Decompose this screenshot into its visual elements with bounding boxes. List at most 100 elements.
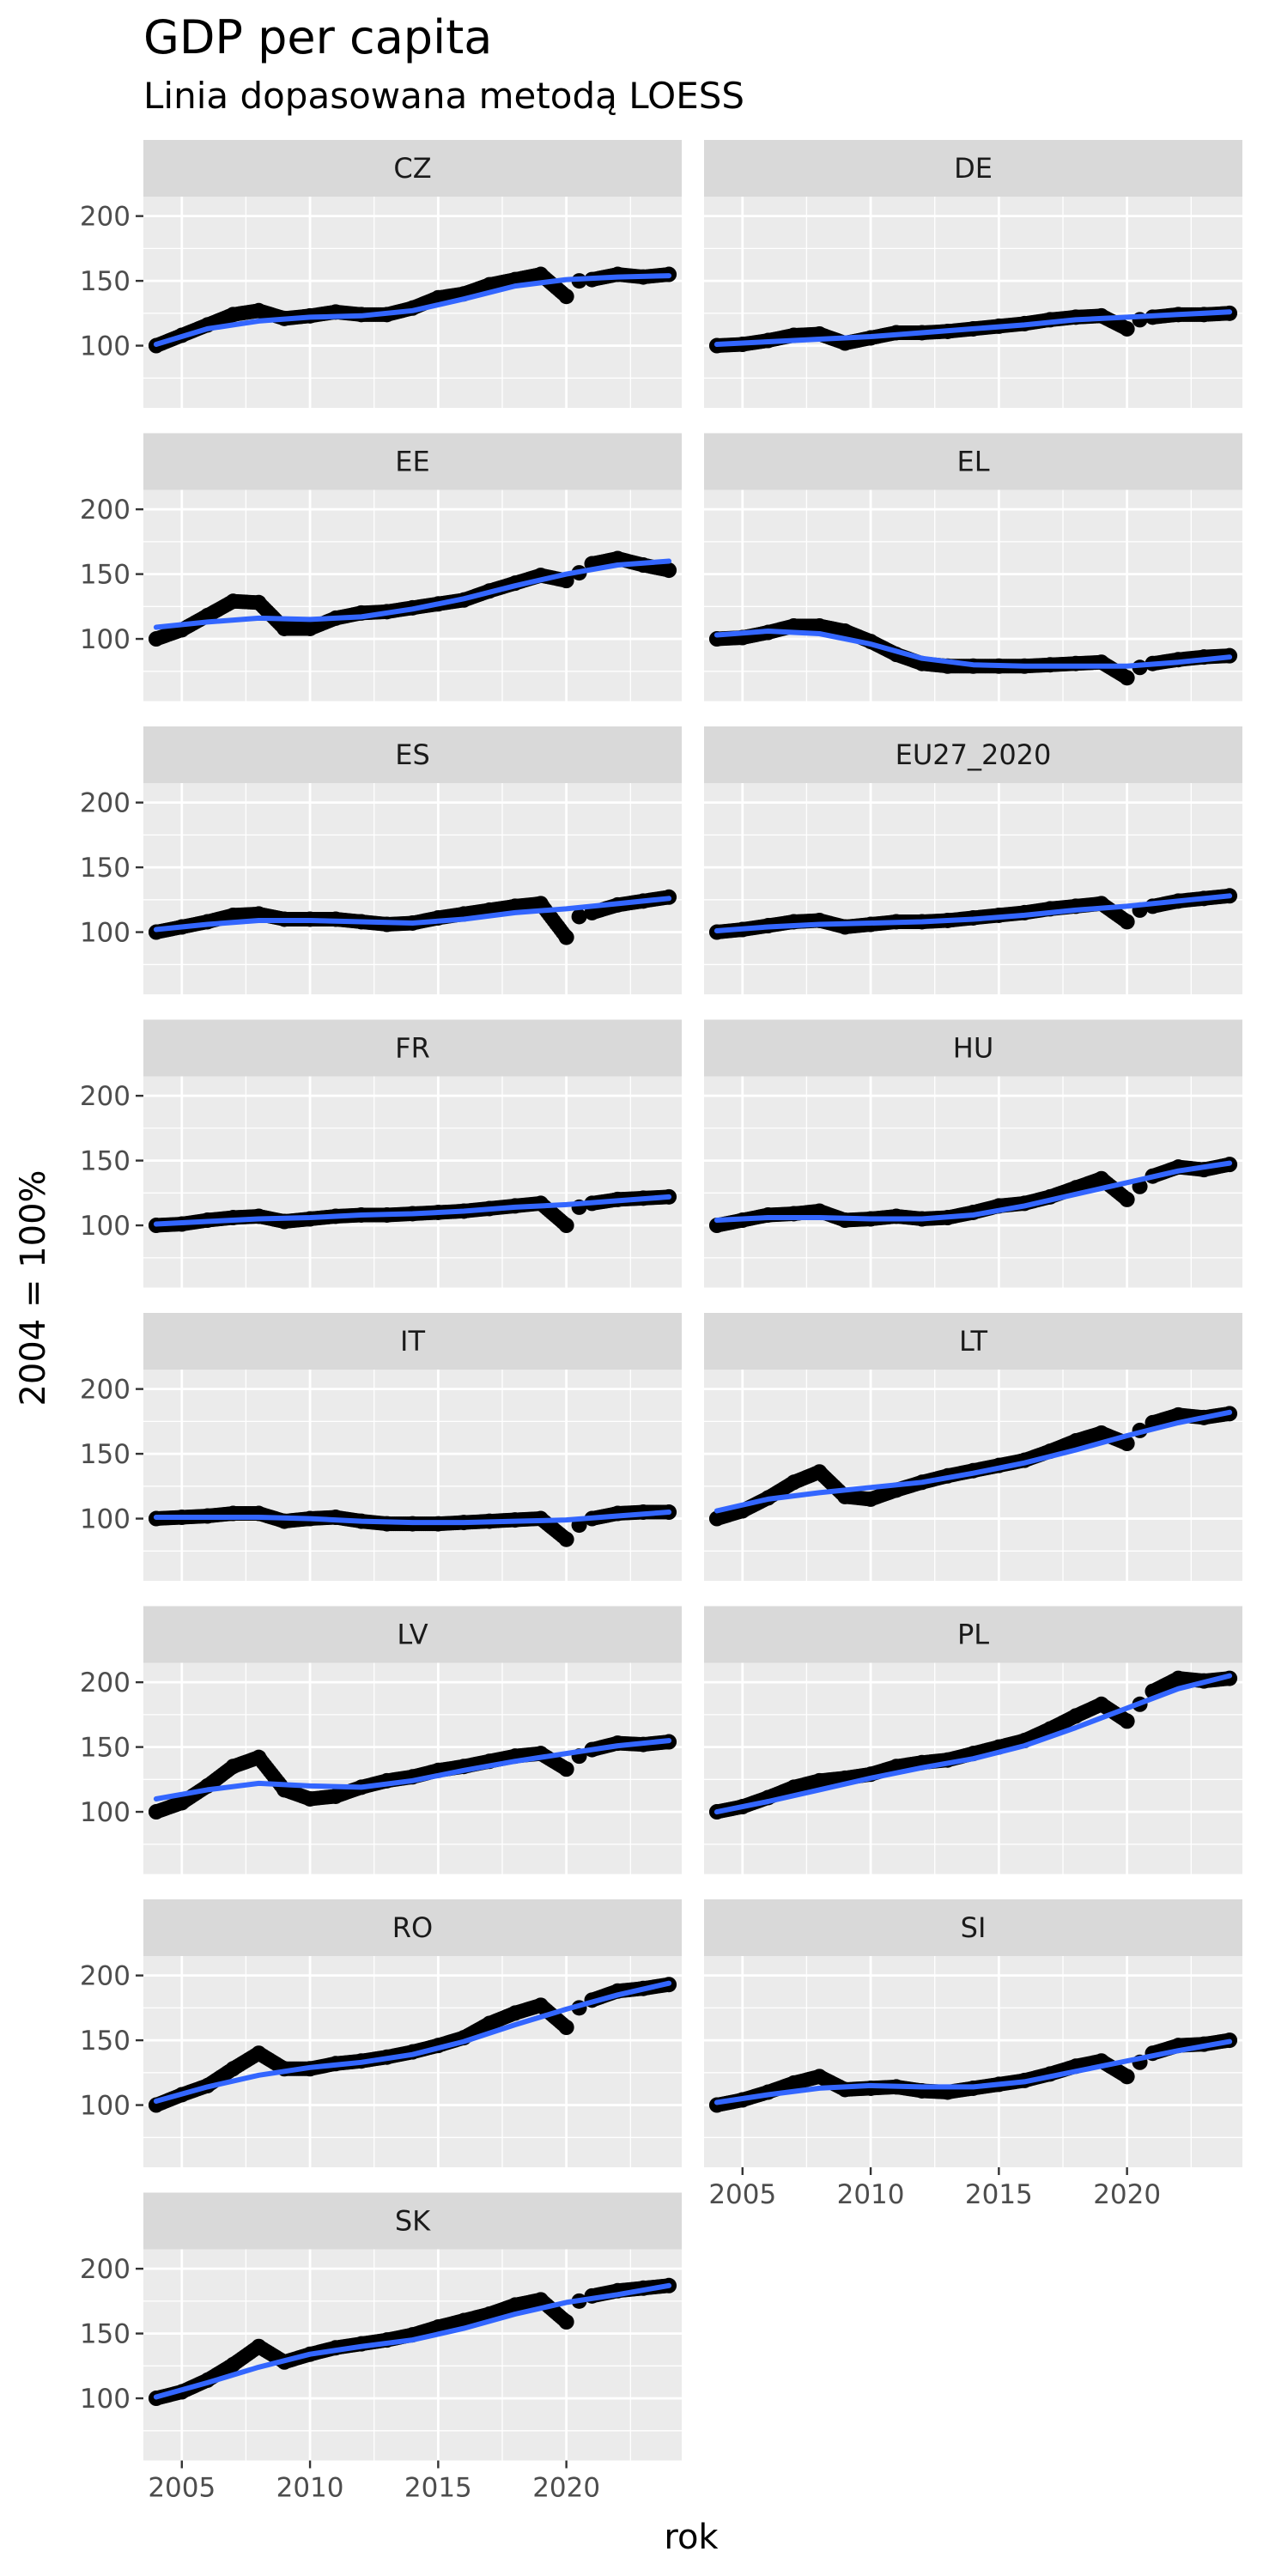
facet-label: HU xyxy=(953,1032,993,1065)
data-point xyxy=(1119,914,1135,930)
data-point xyxy=(708,1510,725,1527)
y-tick-label: 100 xyxy=(80,624,131,655)
data-point xyxy=(1093,1696,1109,1712)
data-point xyxy=(1067,1433,1084,1449)
facet-cz: CZ 100 150 200 xyxy=(80,140,682,408)
panel-background xyxy=(143,783,682,994)
x-tick-label: 2015 xyxy=(404,2473,472,2504)
data-point xyxy=(558,1761,574,1777)
y-tick-label: 100 xyxy=(80,1797,131,1828)
x-tick-label: 2010 xyxy=(276,2473,344,2504)
facet-strip xyxy=(143,2192,682,2250)
y-tick-label: 150 xyxy=(80,1146,131,1177)
facet-label: FR xyxy=(395,1032,430,1065)
loess-line xyxy=(153,896,672,933)
panel-background xyxy=(704,197,1242,408)
x-tick-label: 2020 xyxy=(532,2473,600,2504)
facet-label: DE xyxy=(954,152,993,185)
y-tick-label: 150 xyxy=(80,1733,131,1764)
facet-pl: PL xyxy=(704,1606,1242,1874)
x-tick-label: 2010 xyxy=(837,2179,905,2210)
loess-line xyxy=(713,893,1233,933)
panel-background xyxy=(143,1370,682,1581)
facet-ee: EE 100 150 200 xyxy=(80,433,682,702)
data-point xyxy=(251,2338,267,2354)
y-tick-label: 100 xyxy=(80,1504,131,1535)
data-point xyxy=(1170,1670,1187,1686)
data-point xyxy=(811,617,828,634)
x-tick-label: 2020 xyxy=(1093,2179,1161,2210)
data-point xyxy=(456,2312,472,2329)
facet-it: IT 100 150 200 xyxy=(80,1313,682,1581)
loess-line xyxy=(153,1980,672,2104)
data-point xyxy=(173,1795,190,1811)
data-point xyxy=(811,2069,828,2085)
data-point xyxy=(532,266,549,283)
facet-hu: HU xyxy=(704,1019,1242,1288)
y-tick-label: 200 xyxy=(80,1961,131,1992)
data-point xyxy=(1067,1708,1084,1724)
y-tick-label: 200 xyxy=(80,495,131,526)
facet-label: PL xyxy=(957,1619,989,1651)
panel-background xyxy=(143,1956,682,2167)
data-point xyxy=(1119,670,1135,686)
facet-strip xyxy=(143,1606,682,1663)
data-point xyxy=(225,2356,241,2372)
panel-background xyxy=(704,1956,1242,2167)
facet-strip xyxy=(704,1899,1242,1956)
facet-strip xyxy=(143,140,682,197)
y-tick-label: 150 xyxy=(80,560,131,591)
y-tick-label: 100 xyxy=(80,2384,131,2415)
data-point xyxy=(507,2297,523,2313)
data-point xyxy=(1093,1170,1109,1187)
y-tick-label: 200 xyxy=(80,1375,131,1406)
data-point xyxy=(225,907,241,923)
data-point xyxy=(482,2015,498,2032)
facet-strip xyxy=(704,1313,1242,1370)
facet-fr: FR 100 150 200 xyxy=(80,1019,682,1288)
y-tick-label: 150 xyxy=(80,2026,131,2057)
y-tick-label: 200 xyxy=(80,1081,131,1112)
data-point xyxy=(1119,2069,1135,2085)
chart-title: GDP per capita xyxy=(143,10,492,64)
data-point xyxy=(148,1804,164,1820)
facet-strip xyxy=(704,726,1242,783)
facet-label: LV xyxy=(397,1619,428,1651)
panel-background xyxy=(143,2249,682,2461)
facet-label: EU27_2020 xyxy=(896,738,1052,771)
facet-sk: SK 100 150 200 2005 2010 2015 2020 xyxy=(80,2192,682,2504)
y-tick-label: 200 xyxy=(80,788,131,819)
y-tick-label: 100 xyxy=(80,1211,131,1242)
y-tick-label: 150 xyxy=(80,2319,131,2350)
facet-strip xyxy=(143,1899,682,1956)
panel-background xyxy=(704,1076,1242,1288)
data-point xyxy=(811,1464,828,1480)
y-tick-label: 100 xyxy=(80,918,131,949)
data-point xyxy=(276,620,293,636)
y-tick-label: 150 xyxy=(80,853,131,884)
y-tick-label: 200 xyxy=(80,2254,131,2285)
loess-line xyxy=(153,1510,672,1526)
facet-strip xyxy=(704,1019,1242,1077)
facet-el: EL xyxy=(704,433,1242,702)
data-point xyxy=(302,1790,319,1807)
facet-label: RO xyxy=(392,1911,433,1944)
data-point xyxy=(558,1218,574,1234)
y-tick-label: 200 xyxy=(80,1668,131,1698)
data-point xyxy=(507,2005,523,2021)
data-point xyxy=(302,620,319,636)
chart-subtitle: Linia dopasowana metodą LOESS xyxy=(143,75,744,117)
data-point xyxy=(327,1788,343,1804)
panel-background xyxy=(143,489,682,702)
facet-strip xyxy=(143,1313,682,1370)
data-point xyxy=(1170,1406,1187,1423)
loess-line xyxy=(713,629,1233,669)
loess-line xyxy=(153,1738,672,1801)
data-point xyxy=(558,2314,574,2330)
data-point xyxy=(251,2045,267,2062)
facet-label: ES xyxy=(395,738,430,771)
facet-label: LT xyxy=(959,1325,987,1358)
data-point xyxy=(1067,655,1084,671)
data-point xyxy=(1093,1425,1109,1441)
data-point xyxy=(558,289,574,305)
